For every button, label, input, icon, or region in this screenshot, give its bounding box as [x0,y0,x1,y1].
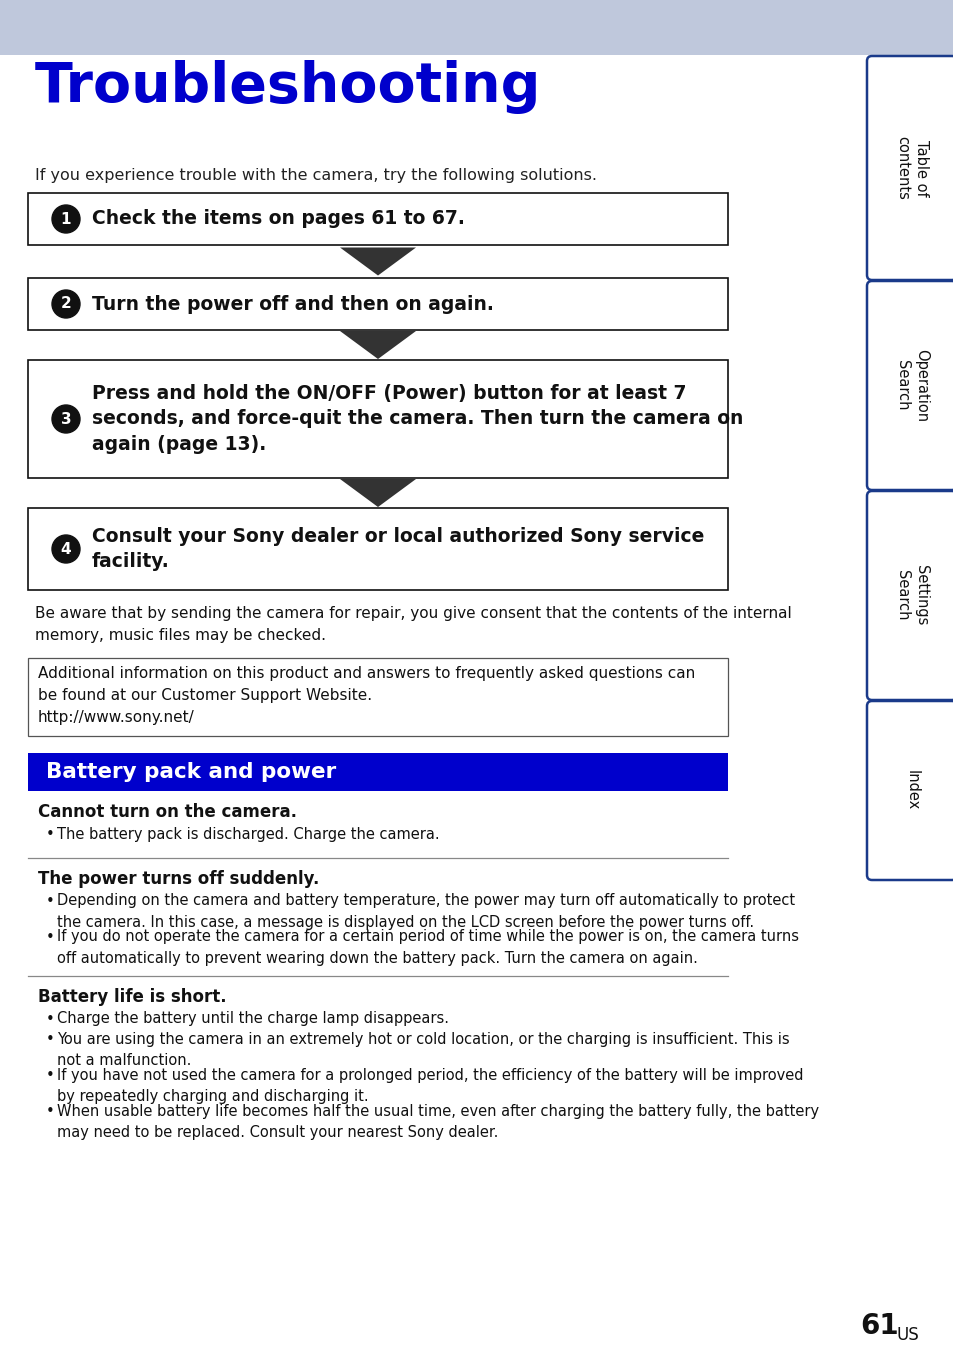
Text: Battery pack and power: Battery pack and power [46,763,335,782]
Text: If you do not operate the camera for a certain period of time while the power is: If you do not operate the camera for a c… [57,930,799,965]
Text: You are using the camera in an extremely hot or cold location, or the charging i: You are using the camera in an extremely… [57,1032,789,1068]
Text: Index: Index [903,771,919,810]
Polygon shape [339,248,416,275]
Text: 3: 3 [61,412,71,427]
Text: •: • [46,1103,54,1118]
Circle shape [52,290,80,318]
FancyBboxPatch shape [0,0,953,55]
Text: Press and hold the ON/OFF (Power) button for at least 7
seconds, and force-quit : Press and hold the ON/OFF (Power) button… [91,385,742,453]
Text: Charge the battery until the charge lamp disappears.: Charge the battery until the charge lamp… [57,1012,449,1027]
FancyBboxPatch shape [28,508,727,590]
Text: Table of
contents: Table of contents [894,136,928,200]
Text: Troubleshooting: Troubleshooting [35,60,540,114]
FancyBboxPatch shape [866,701,953,880]
Text: 4: 4 [61,542,71,557]
Text: Battery life is short.: Battery life is short. [38,987,227,1005]
Text: The battery pack is discharged. Charge the camera.: The battery pack is discharged. Charge t… [57,827,439,842]
Text: If you experience trouble with the camera, try the following solutions.: If you experience trouble with the camer… [35,168,597,183]
Text: •: • [46,930,54,945]
FancyBboxPatch shape [28,753,727,791]
Polygon shape [339,479,416,507]
Text: •: • [46,1068,54,1083]
Text: •: • [46,827,54,842]
Text: Cannot turn on the camera.: Cannot turn on the camera. [38,804,296,821]
Text: When usable battery life becomes half the usual time, even after charging the ba: When usable battery life becomes half th… [57,1103,819,1140]
Text: US: US [896,1327,919,1344]
Text: 2: 2 [61,297,71,312]
Text: 1: 1 [61,211,71,226]
Circle shape [52,405,80,433]
Text: •: • [46,894,54,909]
FancyBboxPatch shape [866,281,953,490]
Text: Turn the power off and then on again.: Turn the power off and then on again. [91,294,494,314]
Text: Be aware that by sending the camera for repair, you give consent that the conten: Be aware that by sending the camera for … [35,606,791,642]
FancyBboxPatch shape [866,56,953,281]
Text: Consult your Sony dealer or local authorized Sony service
facility.: Consult your Sony dealer or local author… [91,527,703,571]
Text: •: • [46,1012,54,1027]
Text: If you have not used the camera for a prolonged period, the efficiency of the ba: If you have not used the camera for a pr… [57,1068,802,1103]
Text: 61: 61 [859,1312,898,1340]
FancyBboxPatch shape [28,360,727,478]
FancyBboxPatch shape [28,658,727,737]
FancyBboxPatch shape [0,55,953,1369]
Text: Additional information on this product and answers to frequently asked questions: Additional information on this product a… [38,665,695,726]
FancyBboxPatch shape [866,491,953,700]
FancyBboxPatch shape [28,193,727,245]
Text: Operation
Search: Operation Search [894,349,928,422]
Text: The power turns off suddenly.: The power turns off suddenly. [38,869,319,887]
Text: Check the items on pages 61 to 67.: Check the items on pages 61 to 67. [91,209,464,229]
FancyBboxPatch shape [28,278,727,330]
Polygon shape [339,331,416,359]
Text: •: • [46,1032,54,1047]
Circle shape [52,535,80,563]
Circle shape [52,205,80,233]
Text: Depending on the camera and battery temperature, the power may turn off automati: Depending on the camera and battery temp… [57,894,794,930]
Text: Settings
Search: Settings Search [894,565,928,626]
